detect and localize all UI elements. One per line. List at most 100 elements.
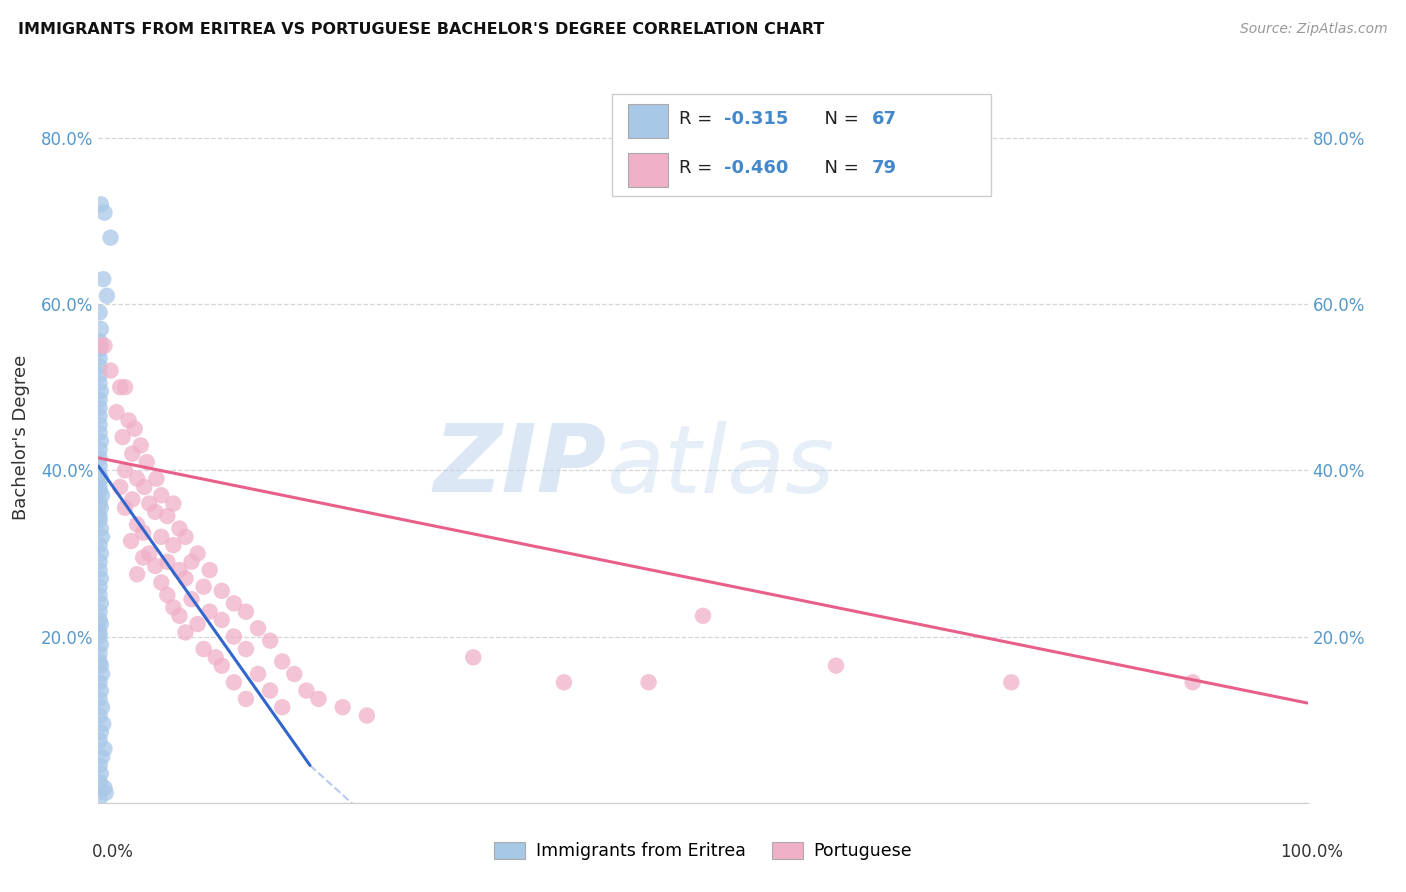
Point xyxy=(825,658,848,673)
Text: Source: ZipAtlas.com: Source: ZipAtlas.com xyxy=(1240,22,1388,37)
Point xyxy=(235,605,257,619)
Point xyxy=(90,766,112,780)
Point xyxy=(89,459,111,474)
Point xyxy=(89,480,111,494)
Point xyxy=(89,708,111,723)
Point xyxy=(93,205,115,219)
Point xyxy=(89,655,111,669)
Point xyxy=(89,368,111,382)
Point xyxy=(271,655,294,669)
Text: IMMIGRANTS FROM ERITREA VS PORTUGUESE BACHELOR'S DEGREE CORRELATION CHART: IMMIGRANTS FROM ERITREA VS PORTUGUESE BA… xyxy=(18,22,824,37)
Point xyxy=(111,430,134,444)
Point xyxy=(89,675,111,690)
Text: -0.460: -0.460 xyxy=(724,159,789,177)
Point xyxy=(90,197,112,211)
Point xyxy=(90,546,112,560)
Point xyxy=(89,605,111,619)
Point xyxy=(89,513,111,527)
Point xyxy=(93,338,115,352)
Point xyxy=(90,725,112,739)
Point xyxy=(100,363,122,377)
Point xyxy=(356,708,378,723)
Point xyxy=(162,600,184,615)
Point xyxy=(89,343,111,357)
Point xyxy=(100,230,122,244)
Point xyxy=(463,650,485,665)
Point xyxy=(90,500,112,515)
Point xyxy=(90,658,112,673)
Point xyxy=(89,758,111,772)
Point xyxy=(222,675,245,690)
Point xyxy=(169,521,191,535)
Text: ZIP: ZIP xyxy=(433,420,606,512)
Point xyxy=(135,455,157,469)
Point xyxy=(235,642,257,657)
Point xyxy=(138,546,160,560)
Point xyxy=(132,525,155,540)
Point xyxy=(89,450,111,465)
Point xyxy=(222,630,245,644)
Point xyxy=(89,401,111,415)
Point xyxy=(150,488,173,502)
Point xyxy=(198,563,221,577)
Point xyxy=(1181,675,1204,690)
Point xyxy=(211,583,233,598)
Point xyxy=(174,530,197,544)
Point xyxy=(553,675,575,690)
Text: 0.0%: 0.0% xyxy=(91,843,134,861)
Point xyxy=(120,533,142,548)
Point xyxy=(204,650,226,665)
Point xyxy=(271,700,294,714)
Point xyxy=(89,613,111,627)
Point xyxy=(259,683,281,698)
Point xyxy=(90,596,112,610)
Point xyxy=(91,700,114,714)
Point xyxy=(89,376,111,390)
Text: 100.0%: 100.0% xyxy=(1279,843,1343,861)
Point xyxy=(211,658,233,673)
Point xyxy=(692,608,714,623)
Point xyxy=(94,786,117,800)
Point xyxy=(89,790,111,805)
Point xyxy=(89,580,111,594)
Point xyxy=(89,509,111,524)
Text: N =: N = xyxy=(813,110,865,128)
Point xyxy=(187,546,209,560)
Point xyxy=(127,517,149,532)
Point xyxy=(91,530,114,544)
Point xyxy=(156,555,179,569)
Point xyxy=(91,272,114,286)
Point xyxy=(121,492,143,507)
Point xyxy=(89,692,111,706)
Point xyxy=(114,500,136,515)
Point xyxy=(89,351,111,365)
Text: atlas: atlas xyxy=(606,421,835,512)
Point xyxy=(138,497,160,511)
Point xyxy=(259,633,281,648)
Text: R =: R = xyxy=(679,110,718,128)
Point xyxy=(89,775,111,789)
Point xyxy=(308,692,330,706)
Point xyxy=(93,780,115,795)
Point xyxy=(89,409,111,424)
Point xyxy=(162,497,184,511)
Point xyxy=(127,472,149,486)
Point xyxy=(90,617,112,632)
Point xyxy=(90,571,112,585)
Point xyxy=(247,667,270,681)
Point xyxy=(283,667,305,681)
Point xyxy=(145,472,167,486)
Point xyxy=(89,625,111,640)
Text: -0.315: -0.315 xyxy=(724,110,789,128)
Point xyxy=(90,683,112,698)
Point xyxy=(132,550,155,565)
Point xyxy=(108,380,131,394)
Legend: Immigrants from Eritrea, Portuguese: Immigrants from Eritrea, Portuguese xyxy=(486,835,920,867)
Point xyxy=(150,575,173,590)
Y-axis label: Bachelor's Degree: Bachelor's Degree xyxy=(11,354,30,520)
Point xyxy=(89,442,111,457)
Point xyxy=(180,592,202,607)
Text: R =: R = xyxy=(679,159,718,177)
Point xyxy=(1000,675,1022,690)
Point xyxy=(89,467,111,482)
